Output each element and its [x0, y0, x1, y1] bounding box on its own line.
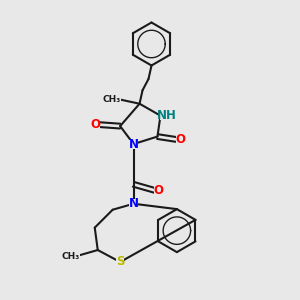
Text: CH₃: CH₃ — [62, 251, 80, 260]
Text: NH: NH — [157, 109, 177, 122]
Text: O: O — [90, 118, 100, 131]
Bar — [160, 111, 174, 120]
Text: CH₃: CH₃ — [103, 95, 121, 104]
Bar — [116, 257, 124, 266]
Text: O: O — [153, 184, 164, 197]
Text: N: N — [129, 137, 139, 151]
Bar — [129, 199, 138, 208]
Text: N: N — [129, 197, 139, 210]
Text: O: O — [176, 133, 186, 146]
Bar — [154, 186, 163, 195]
Bar — [129, 140, 138, 148]
Bar — [176, 135, 185, 144]
Bar — [103, 95, 121, 104]
Bar — [62, 251, 80, 260]
Bar — [91, 120, 100, 129]
Text: S: S — [116, 256, 124, 268]
